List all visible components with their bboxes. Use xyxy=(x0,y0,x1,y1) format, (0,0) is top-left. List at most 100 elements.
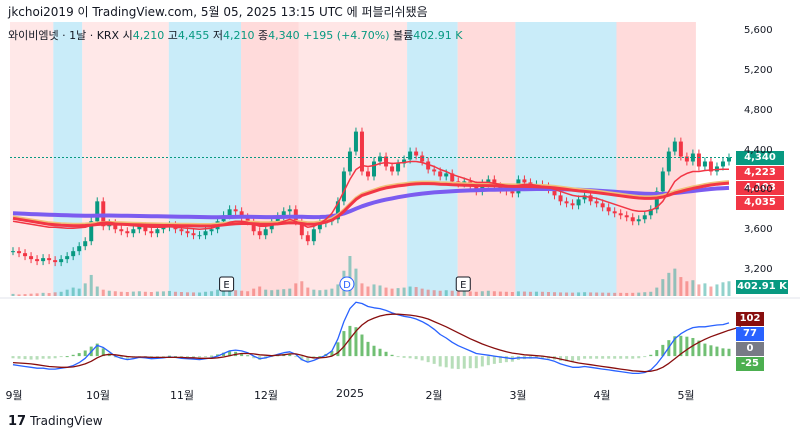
candle-body xyxy=(113,223,118,230)
volume-bar xyxy=(571,292,575,296)
volume-bar xyxy=(372,284,376,296)
candle-body xyxy=(335,201,340,220)
candle-body xyxy=(251,221,256,232)
volume-bar xyxy=(222,288,226,296)
volume-bar xyxy=(360,283,364,296)
candle-body xyxy=(696,153,701,167)
macd-hist-bar xyxy=(348,325,352,357)
macd-hist-bar xyxy=(649,354,653,357)
macd-hist-bar xyxy=(577,356,581,361)
event-marker-1[interactable]: D xyxy=(339,276,355,292)
macd-hist-bar xyxy=(119,356,123,359)
volume-bar xyxy=(258,286,262,296)
macd-hist-bar xyxy=(637,356,641,359)
volume-bar xyxy=(294,283,298,296)
candle-body xyxy=(149,231,154,234)
volume-bar xyxy=(318,290,322,296)
macd-hist-bar xyxy=(318,356,322,358)
macd-hist-bar xyxy=(216,354,220,357)
macd-hist-bar xyxy=(613,356,617,359)
volume-bar xyxy=(534,291,538,296)
high-label: 고 xyxy=(167,29,178,42)
macd-hist-bar xyxy=(23,356,27,360)
macd-hist-bar xyxy=(595,356,599,359)
volume-bar xyxy=(504,291,508,296)
volume-bar xyxy=(685,281,689,296)
volume-bar xyxy=(444,290,448,296)
candle-body xyxy=(341,171,346,202)
macd-hist-bar xyxy=(438,356,442,367)
volume-bar xyxy=(306,287,310,296)
event-marker-2[interactable]: E xyxy=(455,276,471,292)
volume-bar xyxy=(324,289,328,296)
macd-hist-bar xyxy=(691,337,695,357)
volume-bar xyxy=(438,290,442,296)
macd-hist-bar xyxy=(41,356,45,359)
candle-body xyxy=(648,209,653,216)
macd-hist-bar xyxy=(161,356,165,358)
price-label-ma-c: 4,035 xyxy=(736,196,784,210)
volume-bar xyxy=(426,289,430,296)
candle-body xyxy=(227,209,232,216)
volume-bar xyxy=(432,290,436,296)
macd-hist-bar xyxy=(420,356,424,361)
candle-body xyxy=(510,191,515,194)
volume-bar xyxy=(655,287,659,296)
tradingview-logo-icon: 17 xyxy=(8,414,27,429)
macd-label-b: 77 xyxy=(736,327,764,341)
volume-bar xyxy=(709,286,713,296)
macd-hist-bar xyxy=(360,334,364,357)
volume-bar xyxy=(637,292,641,296)
candle-body xyxy=(618,213,623,216)
candle-body xyxy=(47,258,52,261)
macd-hist-bar xyxy=(125,356,129,360)
ma-fast-line xyxy=(12,160,730,230)
macd-hist-bar xyxy=(709,345,713,357)
volume-bar xyxy=(540,291,544,296)
macd-hist-bar xyxy=(715,346,719,357)
macd-hist-bar xyxy=(486,356,490,366)
volume-bar xyxy=(65,289,69,296)
candle-body xyxy=(438,171,443,177)
svg-text:E: E xyxy=(223,280,229,291)
candle-body xyxy=(396,163,401,172)
candle-body xyxy=(131,229,136,234)
regime-band-1 xyxy=(53,22,83,296)
candle-body xyxy=(480,183,485,192)
macd-hist-bar xyxy=(474,356,478,369)
volume-bar xyxy=(450,290,454,296)
macd-hist-bar xyxy=(703,343,707,357)
volume-bar xyxy=(631,292,635,296)
volume-bar xyxy=(330,288,334,296)
macd-hist-bar xyxy=(101,348,105,357)
volume-bar xyxy=(204,291,208,296)
volume-bar xyxy=(661,279,665,296)
candle-body xyxy=(450,173,455,182)
time-tick-label: 12월 xyxy=(253,389,279,402)
candle-body xyxy=(690,153,695,162)
time-tick-label: 5월 xyxy=(677,389,695,402)
event-marker-0[interactable]: E xyxy=(219,276,235,292)
price-tick-label: 4,400 xyxy=(744,144,773,156)
candle-body xyxy=(522,179,527,183)
volume-bar xyxy=(366,286,370,296)
volume-bar xyxy=(336,284,340,296)
footer-brand: 17 TradingView xyxy=(8,414,103,429)
candle-body xyxy=(720,161,725,167)
candle-body xyxy=(576,199,581,206)
macd-hist-bar xyxy=(468,356,472,369)
volume-bar xyxy=(456,291,460,296)
candle-body xyxy=(353,131,358,152)
candle-body xyxy=(660,171,665,192)
volume-bar xyxy=(649,291,653,296)
volume-bar xyxy=(697,284,701,296)
svg-text:E: E xyxy=(460,280,466,291)
candle-body xyxy=(636,219,641,222)
macd-hist-bar xyxy=(192,356,196,358)
macd-hist-bar xyxy=(252,356,256,359)
close-label: 종 xyxy=(257,29,269,42)
candle-body xyxy=(281,211,286,217)
volume-bar xyxy=(613,292,617,296)
macd-hist-bar xyxy=(155,356,159,358)
